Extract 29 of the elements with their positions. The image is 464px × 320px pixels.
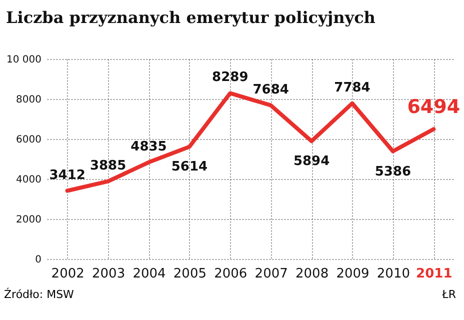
data-label: 7684 (252, 82, 289, 98)
x-tick-label: 2005 (173, 266, 206, 282)
x-tick-label: 2004 (132, 266, 166, 282)
x-tick-label: 2010 (376, 266, 410, 282)
data-label: 3885 (90, 158, 126, 174)
data-label: 3412 (49, 168, 86, 183)
data-label: 5386 (374, 164, 412, 180)
x-tick-label: 2002 (51, 266, 84, 282)
chart-title: Liczba przyznanych emerytur policyjnych (6, 8, 376, 27)
text: Źródło: MSW (4, 288, 74, 301)
y-tick-label: 6000 (16, 134, 42, 146)
data-label: 4835 (130, 139, 167, 154)
data-label: 7784 (334, 80, 370, 96)
data-label: 6494 (407, 96, 460, 118)
text: ŁR (442, 288, 456, 301)
data-label: 8289 (212, 70, 248, 86)
x-tick-label: 2007 (254, 266, 288, 282)
y-tick-label: 2000 (16, 214, 42, 226)
x-tick-label: 2008 (296, 266, 329, 282)
x-tick-label: 2009 (336, 266, 370, 282)
y-tick-label: 4000 (16, 174, 42, 186)
y-tick-label: 0 (35, 254, 42, 266)
data-label: 5894 (293, 154, 330, 170)
y-tick-label: 8000 (16, 94, 42, 106)
x-tick-label: 2006 (214, 266, 248, 282)
data-label: 5614 (171, 160, 208, 175)
y-tick-label: 10 000 (6, 54, 42, 66)
x-tick-label: 2011 (416, 266, 452, 282)
x-tick-label: 2003 (92, 266, 126, 282)
